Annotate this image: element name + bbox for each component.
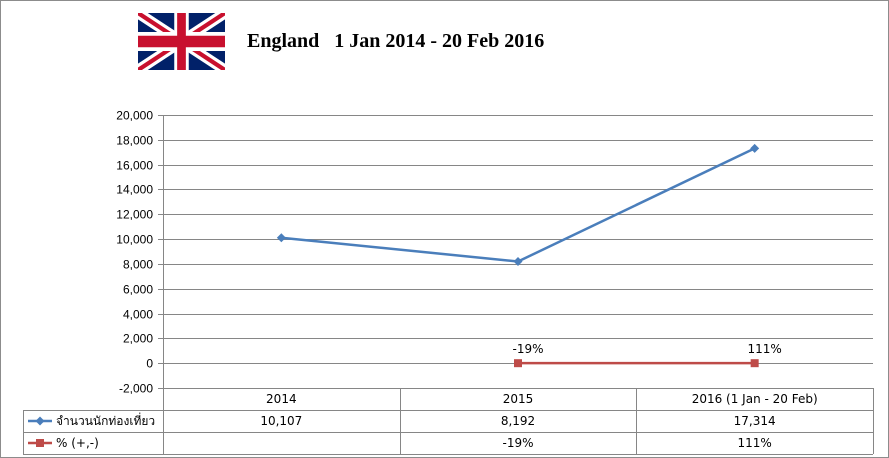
x-category-label: 2014 bbox=[266, 392, 297, 406]
legend-marker-square bbox=[36, 439, 44, 447]
y-tick-label: 4,000 bbox=[123, 308, 153, 322]
x-category-label: 2016 (1 Jan - 20 Feb) bbox=[692, 392, 818, 406]
legend-label: จำนวนนักท่องเที่ยว bbox=[56, 412, 155, 428]
table-cell-value: 8,192 bbox=[501, 414, 535, 428]
data-point-diamond bbox=[276, 233, 286, 243]
table-cell-value: -19% bbox=[502, 436, 533, 450]
y-tick-label: 2,000 bbox=[123, 332, 153, 346]
table-cell-value: 17,314 bbox=[734, 414, 776, 428]
y-tick-label: 16,000 bbox=[116, 159, 153, 173]
x-category-label: 2015 bbox=[503, 392, 534, 406]
y-tick-label: 18,000 bbox=[116, 134, 153, 148]
data-point-square bbox=[514, 359, 522, 368]
data-point-square bbox=[750, 359, 759, 368]
data-label: -19% bbox=[512, 342, 543, 356]
y-tick-label: 10,000 bbox=[116, 233, 153, 247]
y-tick-label: 6,000 bbox=[123, 283, 153, 297]
table-cell-value: 111% bbox=[738, 436, 772, 450]
y-axis: -2,000 0 2,000 4,000 6,000 8,000 10,000 12,000 1… bbox=[116, 109, 164, 396]
legend-marker-diamond bbox=[35, 416, 45, 426]
legend-label: % (+,-) bbox=[56, 436, 99, 450]
series-layer: -19% 111% bbox=[276, 143, 782, 368]
y-tick-label: 20,000 bbox=[116, 109, 153, 123]
union-jack-flag-icon bbox=[138, 13, 225, 70]
y-tick-label: -2,000 bbox=[119, 382, 153, 396]
data-point-diamond bbox=[513, 257, 523, 267]
y-tick-label: 14,000 bbox=[116, 183, 153, 197]
data-label: 111% bbox=[748, 342, 782, 356]
y-tick-label: 12,000 bbox=[116, 208, 153, 222]
chart-title: England 1 Jan 2014 - 20 Feb 2016 bbox=[247, 30, 545, 52]
table-cell-value: 10,107 bbox=[260, 414, 302, 428]
y-tick-label: 8,000 bbox=[123, 258, 153, 272]
data-table: 2014 2015 2016 (1 Jan - 20 Feb) จำนวนนักท่อ… bbox=[23, 388, 874, 455]
y-tick-label: 0 bbox=[146, 357, 153, 371]
data-point-diamond bbox=[750, 143, 760, 153]
